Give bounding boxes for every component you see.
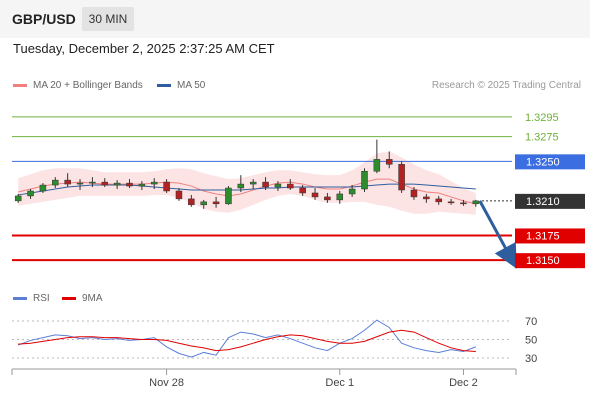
candle-body — [138, 183, 146, 187]
candle-body — [262, 181, 269, 188]
level-tag-support — [515, 228, 585, 244]
candle-body — [287, 183, 294, 189]
rsi-tick-label: 70 — [525, 316, 537, 328]
rsi-legend-label: RSI — [33, 293, 50, 304]
candle-body — [447, 201, 455, 204]
ma9-legend: 9MA — [62, 293, 103, 304]
pair-title: GBP/USD — [12, 11, 76, 27]
ma50-swatch — [157, 83, 171, 87]
candle-body — [336, 193, 344, 201]
rsi-tick-label: 30 — [525, 353, 537, 365]
candle-body — [410, 189, 418, 198]
candle-body — [212, 201, 220, 205]
rsi-tick-label: 50 — [525, 335, 537, 347]
projection-arrow — [478, 200, 517, 269]
level-label-pivot: 1.3250 — [526, 156, 560, 168]
ma9-legend-label: 9MA — [82, 293, 103, 304]
timeframe-badge[interactable]: 30 MIN — [82, 7, 134, 31]
candle-body — [373, 159, 381, 172]
candle-body — [14, 195, 22, 202]
candle-body — [225, 187, 232, 205]
candle-body — [274, 183, 282, 188]
candle-body — [64, 179, 71, 185]
candle-body — [361, 170, 368, 190]
candle-body — [423, 196, 430, 200]
level-label-resistance: 1.3295 — [525, 112, 559, 124]
candle-body — [249, 181, 257, 185]
level-label-support: 1.3175 — [526, 230, 560, 242]
rsi-line — [18, 319, 476, 358]
ma9-swatch — [62, 296, 76, 300]
candle-body — [113, 182, 121, 186]
candle-body — [52, 179, 59, 186]
x-tick-label: Dec 1 — [325, 377, 354, 389]
level-label-current: 1.3210 — [526, 196, 560, 208]
candle-body — [435, 198, 442, 203]
candle-body — [385, 159, 393, 165]
ma20-legend: MA 20 + Bollinger Bands — [13, 80, 143, 91]
candle-body — [39, 184, 47, 192]
rsi-legend: RSI — [13, 293, 50, 304]
rsi-ma9-line — [18, 329, 476, 353]
candle-body — [76, 182, 84, 185]
datetime-label: Tuesday, December 2, 2025 2:37:25 AM CET — [13, 41, 275, 56]
ma20-swatch — [13, 83, 27, 87]
candle-body — [150, 181, 158, 185]
level-tag-current — [515, 193, 585, 209]
level-label-support: 1.3150 — [526, 255, 560, 267]
ma50-legend-label: MA 50 — [177, 80, 206, 91]
rsi-swatch — [13, 296, 27, 300]
candle-body — [348, 188, 356, 195]
research-credit: Research © 2025 Trading Central — [431, 80, 581, 91]
candle-body — [200, 201, 207, 206]
x-tick-label: Dec 2 — [449, 377, 478, 389]
candle-body — [27, 190, 34, 197]
ma20-legend-label: MA 20 + Bollinger Bands — [33, 80, 143, 91]
ma50-legend: MA 50 — [157, 80, 205, 91]
candle-body — [89, 181, 96, 184]
candle-body — [237, 183, 245, 189]
candle-body — [398, 164, 405, 191]
bollinger-band — [18, 151, 476, 215]
candle-body — [163, 181, 170, 192]
level-tag-pivot — [515, 154, 585, 170]
candle-body — [311, 192, 319, 198]
candle-body — [101, 181, 109, 186]
candle-body — [188, 198, 195, 206]
candle-body — [126, 182, 133, 187]
candle-body — [460, 202, 467, 205]
candle-body — [175, 190, 183, 200]
candle-body — [324, 196, 331, 201]
candle-body — [472, 200, 480, 205]
level-tag-support — [515, 253, 585, 269]
x-tick-label: Nov 28 — [149, 377, 184, 389]
candle-body — [299, 187, 306, 194]
level-label-resistance: 1.3275 — [525, 132, 559, 144]
